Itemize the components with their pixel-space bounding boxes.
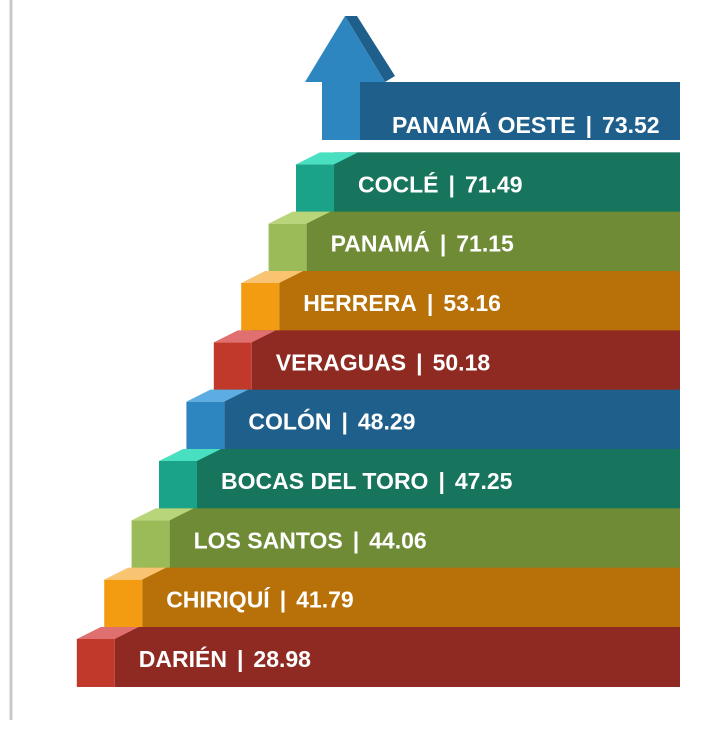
- step-value: 28.98: [253, 646, 311, 672]
- step-separator: |: [416, 349, 422, 375]
- step-front: [213, 342, 252, 391]
- step-top: [186, 389, 249, 402]
- step-separator: |: [449, 171, 455, 197]
- step-top: [76, 627, 139, 639]
- step-separator: |: [440, 231, 446, 257]
- step-value: 47.25: [455, 468, 513, 494]
- step-band: [142, 567, 680, 628]
- step-value: 44.06: [369, 527, 427, 553]
- step-top: [159, 449, 221, 461]
- step-value: 71.15: [456, 231, 514, 257]
- step-label: LOS SANTOS | 44.06: [194, 527, 427, 553]
- step-band: [372, 82, 680, 140]
- step-name: VERAGUAS: [276, 349, 406, 375]
- step-name: PANAMÁ OESTE: [392, 111, 576, 138]
- step-label: PANAMÁ OESTE | 73.52: [392, 111, 660, 138]
- step-value: 71.49: [465, 171, 523, 197]
- step-band: [114, 627, 681, 687]
- step-top: [104, 567, 167, 580]
- step-top: [268, 211, 331, 224]
- step-front: [186, 401, 225, 450]
- step-top: [296, 152, 358, 165]
- step-label: DARIÉN | 28.98: [139, 645, 311, 672]
- arrow-head-side: [345, 16, 395, 82]
- step-separator: |: [427, 290, 433, 316]
- step-band: [279, 271, 680, 331]
- step-front: [131, 520, 170, 569]
- step-name: COLÓN: [248, 408, 331, 435]
- step-separator: |: [341, 409, 347, 435]
- step-front: [268, 223, 307, 272]
- step-name: HERRERA: [303, 290, 417, 316]
- step-name: CHIRIQUÍ: [166, 586, 270, 613]
- step-name: COCLÉ: [358, 170, 439, 197]
- step-band: [251, 330, 681, 391]
- step-label: BOCAS DEL TORO | 47.25: [221, 468, 513, 494]
- step-top: [131, 508, 194, 521]
- step-front: [76, 639, 115, 687]
- step-label: COCLÉ | 71.49: [358, 170, 523, 197]
- step-band: [224, 389, 680, 450]
- step-top: [213, 330, 276, 343]
- arrow-shaft: [322, 82, 360, 140]
- step-name: DARIÉN: [139, 645, 227, 672]
- step-front: [241, 283, 280, 331]
- step-separator: |: [353, 527, 359, 553]
- step-band: [334, 152, 680, 213]
- step-value: 53.16: [443, 290, 501, 316]
- arrow-shaft-side: [360, 82, 372, 140]
- step-separator: |: [586, 112, 592, 138]
- step-label: PANAMÁ | 71.15: [331, 230, 514, 257]
- step-band: [197, 449, 680, 509]
- step-front: [296, 164, 334, 213]
- step-label: VERAGUAS | 50.18: [276, 349, 491, 375]
- step-front: [104, 579, 143, 628]
- step-name: BOCAS DEL TORO: [221, 468, 428, 494]
- step-band: [169, 508, 680, 569]
- step-band: [306, 211, 680, 272]
- step-value: 73.52: [602, 112, 660, 138]
- step-label: HERRERA | 53.16: [303, 290, 501, 316]
- step-separator: |: [237, 646, 243, 672]
- step-value: 41.79: [296, 587, 354, 613]
- arrow-head: [305, 16, 385, 82]
- step-front: [159, 461, 197, 509]
- step-separator: |: [438, 468, 444, 494]
- step-label: CHIRIQUÍ | 41.79: [166, 586, 354, 613]
- step-name: PANAMÁ: [331, 230, 430, 257]
- step-value: 48.29: [358, 409, 416, 435]
- step-label: COLÓN | 48.29: [248, 408, 415, 435]
- step-value: 50.18: [433, 349, 491, 375]
- step-name: LOS SANTOS: [194, 527, 343, 553]
- step-top: [241, 271, 304, 283]
- step-separator: |: [280, 587, 286, 613]
